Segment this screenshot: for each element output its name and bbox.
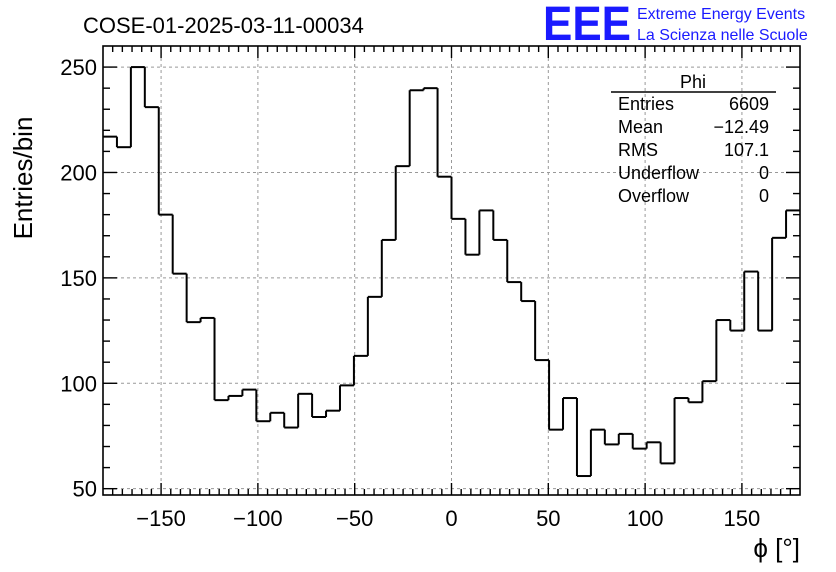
x-tick-label: 50 bbox=[536, 506, 560, 531]
x-tick-label: −100 bbox=[233, 506, 283, 531]
x-tick-label: −50 bbox=[336, 506, 373, 531]
x-tick-label: 150 bbox=[724, 506, 761, 531]
stats-label: Mean bbox=[618, 117, 663, 137]
histogram-series bbox=[103, 66, 800, 478]
y-axis-title: Entries/bin bbox=[8, 117, 38, 240]
eee-logo: EEE Extreme Energy Events La Scienza nel… bbox=[543, 0, 808, 51]
stats-label: Underflow bbox=[618, 163, 700, 183]
x-axis-title: ϕ [°] bbox=[753, 533, 800, 563]
stats-value: −12.49 bbox=[713, 117, 769, 137]
y-tick-labels: 50 100 150 200 250 bbox=[60, 55, 97, 502]
logo-line-1: Extreme Energy Events bbox=[637, 6, 805, 23]
stats-rows: Entries 6609 Mean −12.49 RMS 107.1 Underflow 0 O… bbox=[618, 94, 769, 206]
stats-value: 0 bbox=[759, 186, 769, 206]
y-tick-label: 250 bbox=[60, 55, 97, 80]
y-tick-label: 100 bbox=[60, 371, 97, 396]
stats-box: Phi Entries 6609 Mean −12.49 RMS 107.1 Underfl… bbox=[611, 72, 776, 206]
x-tick-label: 100 bbox=[627, 506, 664, 531]
stats-label: RMS bbox=[618, 140, 658, 160]
stats-label: Entries bbox=[618, 94, 674, 114]
y-tick-label: 50 bbox=[73, 477, 97, 502]
chart-title: COSE-01-2025-03-11-00034 bbox=[83, 13, 364, 38]
stats-value: 6609 bbox=[729, 94, 769, 114]
x-tick-label: −150 bbox=[136, 506, 186, 531]
stats-value: 0 bbox=[759, 163, 769, 183]
logo-letters: EEE bbox=[543, 0, 631, 51]
x-tick-labels: −150 −100 −50 0 50 100 150 bbox=[136, 506, 760, 531]
axis-ticks bbox=[103, 46, 800, 495]
logo-line-2: La Scienza nelle Scuole bbox=[637, 27, 808, 44]
y-tick-label: 200 bbox=[60, 160, 97, 185]
x-tick-label: 0 bbox=[445, 506, 457, 531]
stats-label: Overflow bbox=[618, 186, 690, 206]
grid-lines bbox=[103, 46, 800, 495]
y-tick-label: 150 bbox=[60, 266, 97, 291]
stats-value: 107.1 bbox=[724, 140, 769, 160]
stats-title: Phi bbox=[680, 72, 706, 92]
